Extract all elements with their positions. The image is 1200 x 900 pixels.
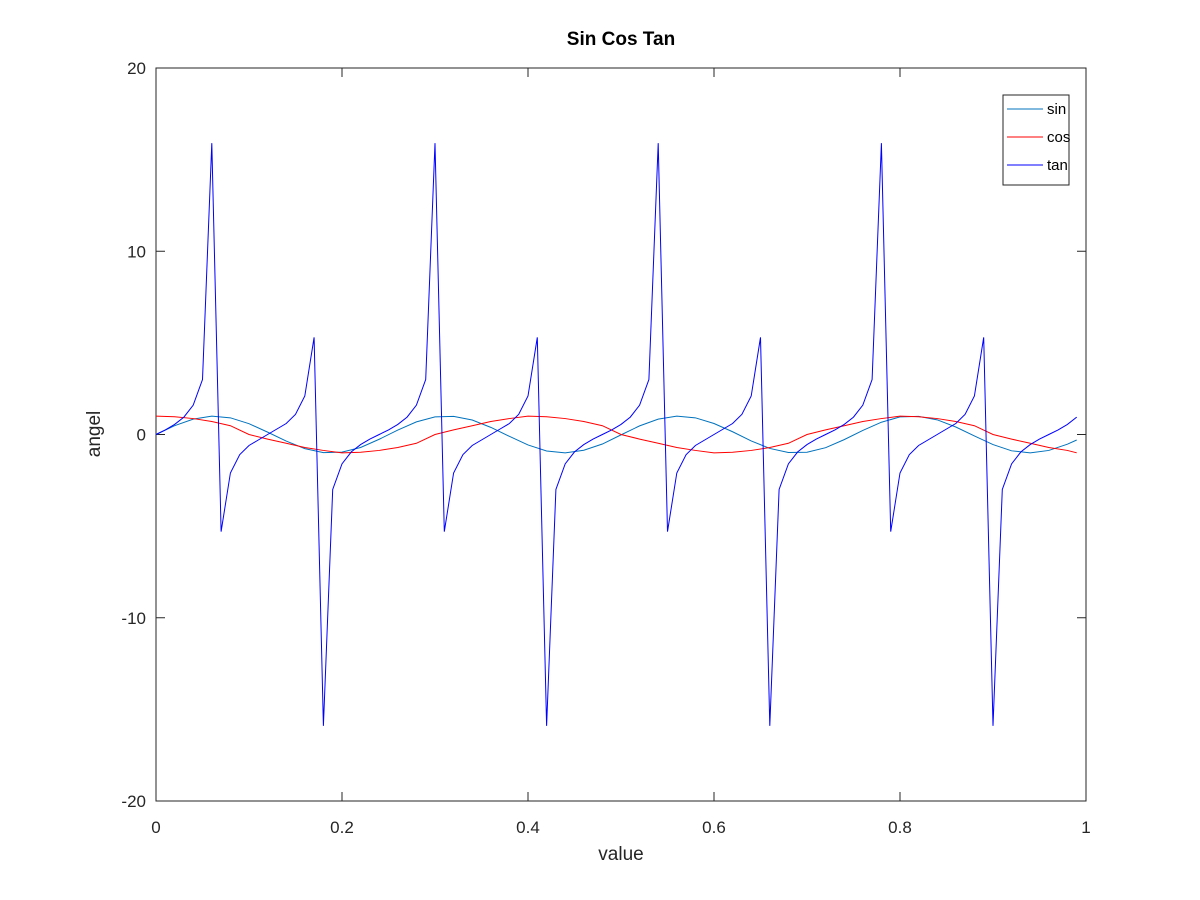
axis-ticks: 0 0.2 0.4 0.6 0.8 1 -20 -10 0 10 20 [121,59,1090,837]
x-tick-label: 0.4 [516,818,540,837]
series-line-cos [155,415,1077,454]
y-tick-label: -20 [121,792,146,811]
x-tick-label: 1 [1081,818,1090,837]
legend-box [1002,94,1070,186]
x-axis-label: value [598,844,643,865]
legend: sin cos tan [1002,94,1070,186]
y-axis-label: angel [84,411,105,458]
x-tick-label: 0 [151,818,160,837]
series-layer [155,143,1078,726]
x-tick-label: 0.6 [702,818,726,837]
y-tick-label: 20 [127,59,146,78]
x-tick-label: 0.8 [888,818,912,837]
y-tick-label: 10 [127,242,146,261]
y-tick-label: 0 [137,426,146,445]
y-tick-label: -10 [121,609,146,628]
legend-label-tan: tan [1047,157,1068,174]
legend-label-cos: cos [1047,129,1070,146]
x-tick-label: 0.2 [330,818,354,837]
series-line-tan [155,143,1078,726]
legend-label-sin: sin [1047,101,1066,118]
chart-title: Sin Cos Tan [567,29,675,50]
